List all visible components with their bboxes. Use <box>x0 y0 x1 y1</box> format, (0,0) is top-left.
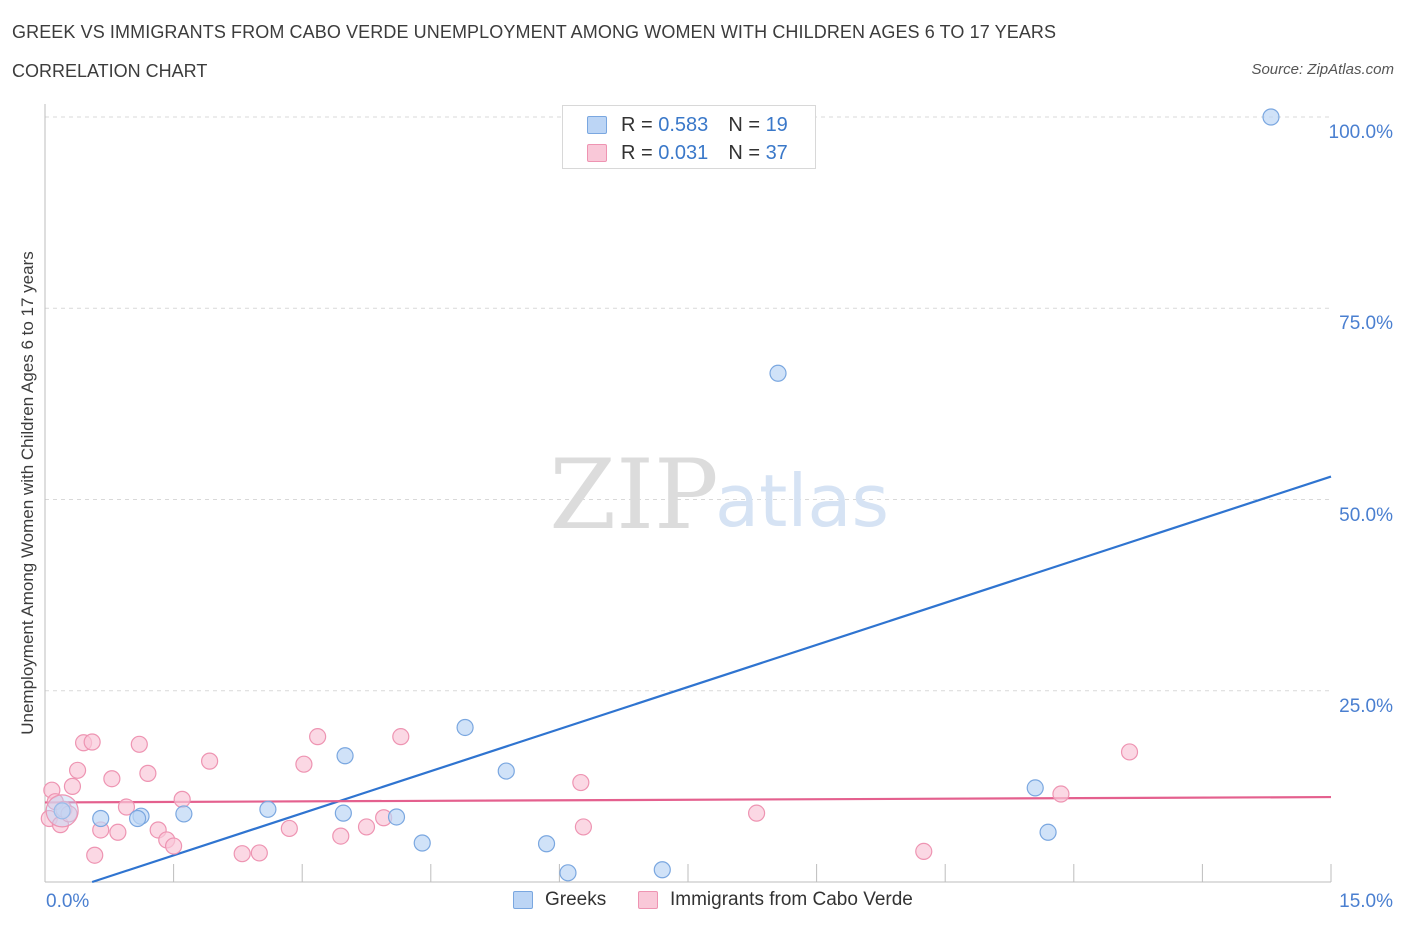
cabo-verde-point <box>572 773 590 792</box>
cabo-verde-point <box>574 818 593 836</box>
greeks-point <box>128 809 147 828</box>
y-tick-label: 50.0% <box>1339 504 1393 526</box>
legend-item-greeks: Greeks <box>513 889 606 911</box>
cabo-verde-point <box>86 846 104 864</box>
cabo-verde-point <box>915 842 933 861</box>
greeks-point <box>175 805 193 823</box>
greeks-point <box>336 747 354 765</box>
cabo-verde-point <box>83 733 101 751</box>
greeks-point <box>413 834 431 852</box>
chart-title: GREEK VS IMMIGRANTS FROM CABO VERDE UNEM… <box>12 22 1057 42</box>
cabo-verde-point <box>309 728 327 746</box>
greeks-point <box>1039 823 1057 841</box>
cabo-verde-point <box>139 764 157 782</box>
cabo-verde-point <box>103 770 121 788</box>
source-label: Source: ZipAtlas.com <box>1251 61 1394 78</box>
cabo-verde-point <box>233 845 251 863</box>
cabo-verde-swatch <box>587 144 607 162</box>
cabo-verde-point <box>68 761 87 779</box>
greeks-point <box>45 794 79 828</box>
y-tick-label: 100.0% <box>1328 122 1393 143</box>
cabo-verde-r-value: 0.031 <box>658 141 709 164</box>
cabo-verde-point <box>130 735 148 753</box>
legend-row-cabo-verde: R = 0.031 N = 37 <box>587 141 788 165</box>
stats-legend: R = 0.583 N = 19 R = 0.031 N = 37 <box>562 105 816 169</box>
n-label: N = <box>728 141 760 164</box>
cabo-verde-point <box>747 804 766 822</box>
cabo-verde-point <box>295 755 313 773</box>
greeks-point <box>559 864 577 882</box>
greeks-point <box>1026 779 1044 797</box>
cabo-verde-point <box>201 752 219 770</box>
greeks-n-value: 19 <box>765 113 788 136</box>
watermark: ZIP atlas <box>549 439 889 551</box>
greeks-point <box>334 804 352 822</box>
greeks-legend-swatch <box>513 891 533 909</box>
cabo-verde-point <box>357 818 376 836</box>
trend-lines <box>44 475 1332 884</box>
greeks-point <box>1262 108 1280 126</box>
greeks-point <box>769 364 787 382</box>
cabo-verde-point <box>109 823 127 841</box>
cabo-verde-legend-label: Immigrants from Cabo Verde <box>670 889 913 910</box>
axes <box>44 104 1332 883</box>
cabo-verde-point <box>1120 743 1139 761</box>
y-tick-label: 25.0% <box>1339 695 1393 717</box>
r-label: R = <box>621 141 653 164</box>
greeks-point <box>53 802 71 820</box>
grid <box>45 116 1331 692</box>
x-tick-label-max: 15.0% <box>1339 891 1393 912</box>
cabo-verde-legend-swatch <box>638 891 658 909</box>
greeks-point <box>537 835 556 853</box>
watermark-atlas: atlas <box>715 459 889 543</box>
greeks-swatch <box>587 116 607 134</box>
legend-item-cabo-verde: Immigrants from Cabo Verde <box>638 889 913 911</box>
greeks-legend-label: Greeks <box>545 889 607 910</box>
chart-subtitle: CORRELATION CHART <box>12 61 208 81</box>
cabo-verde-point <box>1052 785 1070 803</box>
greeks-point <box>456 718 474 737</box>
cabo-verde-point <box>392 728 410 746</box>
cabo-verde-point <box>165 837 183 855</box>
greeks-r-value: 0.583 <box>658 113 709 136</box>
series-legend: Greeks Immigrants from Cabo Verde <box>0 889 1406 915</box>
cabo-verde-point <box>173 790 191 808</box>
greeks-point <box>259 800 277 818</box>
watermark-zip: ZIP <box>549 439 718 551</box>
cabo-verde-trend-line <box>44 795 1332 804</box>
greeks-trend-line <box>91 475 1332 884</box>
cabo-verde-point <box>280 819 298 838</box>
cabo-verde-point <box>332 827 350 845</box>
cabo-verde-point <box>63 777 82 795</box>
cabo-verde-point <box>250 844 268 862</box>
legend-row-greeks: R = 0.583 N = 19 <box>587 113 788 137</box>
greeks-point <box>387 808 406 826</box>
cabo-verde-n-value: 37 <box>765 141 788 164</box>
x-tick-label-min: 0.0% <box>46 891 90 912</box>
y-axis-label: Unemployment Among Women with Children A… <box>18 251 37 735</box>
greeks-point <box>92 809 110 828</box>
r-label: R = <box>621 113 653 136</box>
greeks-point <box>497 762 515 780</box>
n-label: N = <box>728 113 760 136</box>
greeks-point <box>653 861 671 879</box>
cabo-verde-point <box>117 798 136 816</box>
y-tick-label: 75.0% <box>1339 313 1393 335</box>
data-points <box>40 108 1280 882</box>
